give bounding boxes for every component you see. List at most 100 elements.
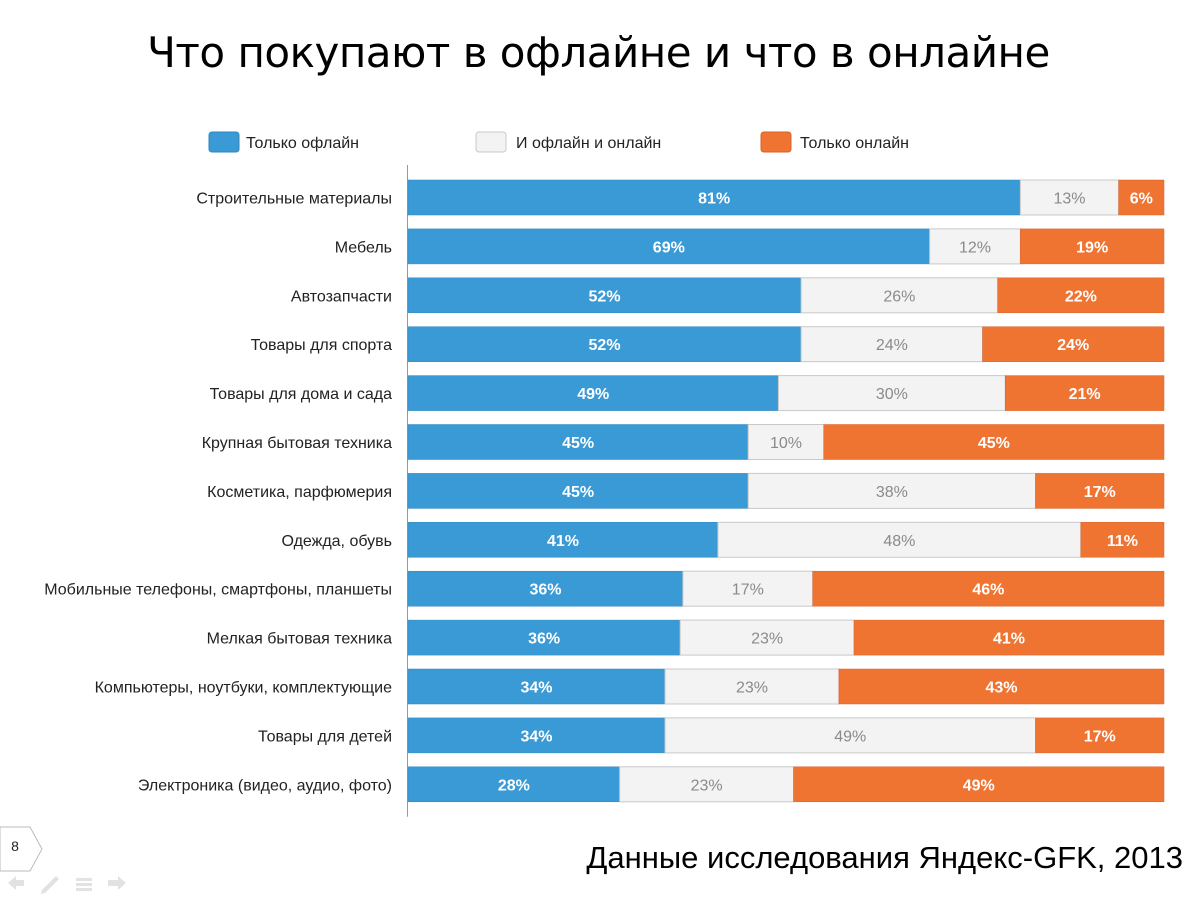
data-label: 45%	[978, 435, 1010, 452]
nav-forward-icon[interactable]	[108, 876, 126, 890]
bar-segment	[407, 179, 1021, 216]
bar-segment	[407, 570, 684, 607]
data-label: 34%	[521, 728, 553, 745]
category-label: Товары для дома и сада	[210, 386, 392, 403]
data-label: 22%	[1065, 288, 1097, 305]
data-label: 45%	[562, 484, 594, 501]
legend-swatch	[475, 131, 507, 153]
legend-item: И офлайн и онлайн	[475, 131, 661, 153]
bar-segment	[664, 717, 1036, 754]
bar-segment	[407, 619, 681, 656]
bar-segment	[997, 277, 1165, 314]
data-label: 45%	[562, 435, 594, 452]
data-label: 23%	[691, 777, 723, 794]
data-label: 11%	[1107, 533, 1138, 550]
data-label: 36%	[529, 582, 561, 599]
data-label: 19%	[1076, 239, 1108, 256]
category-label: Компьютеры, ноутбуки, комплектующие	[95, 680, 392, 697]
data-label: 52%	[589, 337, 621, 354]
category-label: Электроника (видео, аудио, фото)	[138, 777, 392, 794]
page-number-badge	[0, 826, 43, 872]
bar-segment	[823, 424, 1165, 460]
slide-navigation	[8, 876, 126, 894]
bar-segment	[407, 375, 779, 411]
data-label: 17%	[1084, 728, 1116, 745]
data-label: 26%	[883, 288, 915, 305]
legend-swatch	[208, 131, 240, 153]
legend-item: Только офлайн	[208, 131, 359, 153]
bar-segment	[407, 473, 749, 509]
data-label: 43%	[985, 680, 1017, 697]
bar-segment	[800, 326, 984, 363]
category-label: Косметика, парфюмерия	[207, 484, 392, 501]
bar-segment	[1019, 179, 1120, 216]
data-label: 38%	[876, 484, 908, 501]
category-label: Мобильные телефоны, смартфоны, планшеты	[44, 582, 392, 599]
bar-segment	[407, 717, 666, 754]
category-label: Крупная бытовая техника	[202, 435, 392, 452]
bar-segment	[982, 326, 1165, 362]
data-label: 41%	[547, 533, 579, 550]
bar-segment	[1020, 228, 1165, 265]
bar-segment	[1035, 473, 1165, 509]
data-label: 12%	[959, 239, 991, 256]
data-label: 10%	[770, 435, 802, 452]
data-label: 28%	[498, 777, 530, 794]
bar-segment	[407, 326, 802, 362]
bar-segment	[853, 619, 1165, 656]
data-label: 21%	[1069, 386, 1101, 403]
data-label: 36%	[528, 631, 560, 648]
bar-segment	[777, 375, 1006, 412]
category-label: Автозапчасти	[291, 288, 392, 305]
data-label: 23%	[736, 680, 768, 697]
data-label: 6%	[1130, 191, 1153, 208]
category-label: Мебель	[335, 239, 392, 256]
bar-segment	[1004, 375, 1165, 411]
pen-icon[interactable]	[41, 876, 59, 894]
data-label: 23%	[751, 631, 783, 648]
data-label: 49%	[834, 728, 866, 745]
legend-item: Только онлайн	[760, 131, 909, 153]
data-label: 69%	[653, 239, 685, 256]
bar-segment	[1035, 717, 1165, 754]
data-label: 17%	[732, 582, 764, 599]
bar-segment	[407, 668, 666, 705]
bar-segment	[664, 668, 840, 705]
category-label: Товары для детей	[258, 728, 392, 745]
data-label: 49%	[963, 777, 995, 794]
slide-title: Что покупают в офлайне и что в онлайне	[147, 28, 1050, 77]
bar-segment	[682, 570, 814, 607]
data-label: 24%	[1057, 337, 1089, 354]
data-label: 48%	[883, 533, 915, 550]
category-label: Мелкая бытовая техника	[207, 631, 392, 648]
legend-swatch	[760, 131, 792, 153]
bar-segment	[407, 277, 802, 314]
data-label: 81%	[698, 191, 730, 208]
bar-segment	[407, 228, 930, 265]
bar-segment	[1080, 522, 1165, 558]
bar-segment	[793, 766, 1165, 803]
data-label: 13%	[1053, 191, 1085, 208]
menu-icon[interactable]	[76, 878, 92, 891]
bar-segment	[747, 472, 1036, 509]
bar-segment	[619, 766, 795, 803]
nav-back-icon[interactable]	[8, 876, 24, 890]
category-label: Строительные материалы	[196, 191, 392, 208]
legend-label: Только офлайн	[246, 135, 359, 152]
bar-segment	[407, 424, 749, 460]
legend-label: И офлайн и онлайн	[516, 135, 661, 152]
data-label: 17%	[1084, 484, 1116, 501]
data-label: 52%	[589, 288, 621, 305]
bar-segment	[679, 619, 855, 656]
data-label: 49%	[577, 386, 609, 403]
bar-segment	[838, 668, 1165, 705]
source-note: Данные исследования Яндекс-GFK, 2013	[586, 840, 1183, 875]
bar-segment	[407, 766, 620, 803]
category-label: Одежда, обувь	[281, 533, 392, 550]
legend-label: Только онлайн	[800, 135, 909, 152]
bar-segment	[1118, 179, 1165, 216]
data-label: 46%	[972, 582, 1004, 599]
category-label: Товары для спорта	[251, 337, 393, 354]
data-label: 30%	[876, 386, 908, 403]
